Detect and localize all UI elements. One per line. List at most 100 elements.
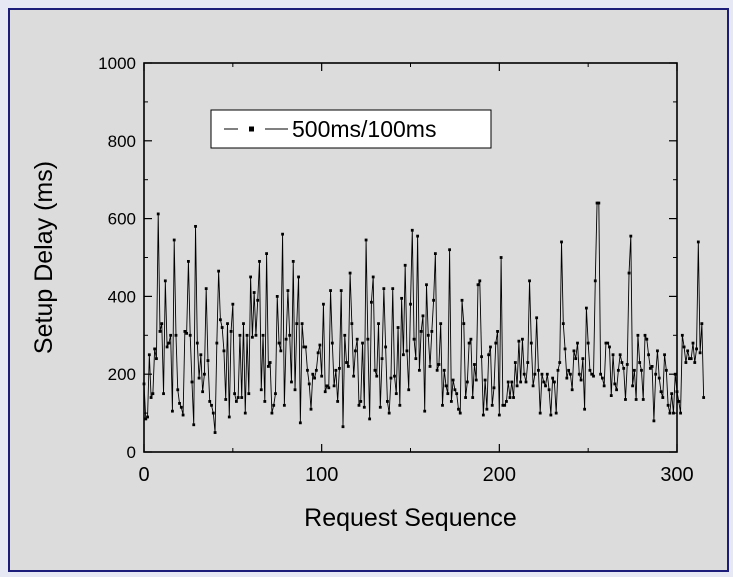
data-point	[146, 415, 149, 419]
data-point	[169, 333, 173, 337]
data-point	[268, 361, 272, 364]
data-point	[462, 322, 466, 326]
data-point	[693, 361, 697, 364]
data-point	[203, 372, 206, 376]
data-point	[528, 279, 531, 283]
data-point	[574, 357, 578, 361]
data-point	[361, 341, 364, 345]
data-point	[181, 413, 185, 417]
data-point	[428, 365, 432, 368]
data-point	[625, 363, 629, 366]
data-point	[396, 326, 400, 329]
data-point	[416, 234, 420, 238]
data-point	[238, 333, 242, 337]
data-point	[599, 372, 603, 376]
data-point	[449, 400, 453, 403]
data-point	[522, 372, 526, 376]
data-point	[489, 345, 492, 349]
data-point	[670, 392, 674, 396]
data-point	[407, 388, 411, 392]
data-point	[151, 392, 155, 396]
data-point	[364, 238, 368, 242]
data-point	[510, 380, 514, 384]
data-point	[183, 330, 187, 333]
data-point	[380, 357, 384, 361]
data-point	[293, 388, 297, 392]
chart-frame: 0 200 400 600 800 1000 0 100 200 300 Request Seque…	[8, 8, 729, 572]
legend-marker	[249, 126, 254, 132]
data-point	[675, 390, 679, 394]
data-point	[586, 341, 590, 345]
data-point	[252, 291, 256, 294]
data-point	[190, 380, 194, 384]
legend-label: 500ms/100ms	[292, 116, 436, 142]
series-line	[143, 202, 705, 433]
data-point	[583, 407, 587, 411]
data-point	[426, 333, 430, 337]
data-point	[282, 403, 286, 407]
data-point	[503, 403, 507, 407]
data-point	[266, 365, 270, 368]
data-point	[593, 279, 597, 283]
data-point	[579, 378, 583, 382]
data-point	[300, 322, 304, 326]
data-point	[284, 337, 288, 341]
data-point	[322, 302, 325, 306]
data-point	[608, 345, 611, 349]
data-point	[572, 349, 576, 353]
data-point	[483, 378, 487, 382]
data-point	[632, 368, 636, 372]
data-point	[680, 333, 684, 337]
data-point	[378, 405, 382, 409]
data-point	[442, 368, 446, 372]
data-point	[179, 405, 183, 409]
data-point	[609, 394, 613, 397]
data-point	[684, 361, 688, 364]
data-point	[584, 306, 588, 310]
data-point	[577, 372, 581, 376]
data-point	[274, 392, 277, 396]
data-point	[229, 330, 233, 333]
data-point	[549, 413, 553, 417]
data-point	[171, 409, 174, 413]
data-point	[473, 363, 476, 366]
data-point	[156, 212, 160, 216]
data-point	[400, 296, 404, 300]
data-point	[487, 353, 491, 357]
data-point	[149, 396, 153, 399]
data-point	[409, 302, 412, 306]
data-point	[698, 351, 702, 355]
data-point	[336, 400, 340, 403]
data-point	[314, 368, 318, 372]
data-point	[279, 349, 283, 353]
data-point	[673, 372, 677, 376]
data-point	[455, 392, 459, 396]
data-point	[430, 330, 434, 333]
data-point	[624, 398, 627, 401]
data-point	[403, 263, 407, 267]
data-point	[247, 392, 251, 396]
data-point	[435, 368, 439, 372]
data-point	[595, 201, 599, 205]
data-point	[529, 341, 533, 345]
data-point	[668, 411, 672, 415]
data-point	[563, 347, 567, 351]
data-point	[492, 386, 496, 390]
data-point	[309, 407, 313, 411]
data-point	[645, 337, 649, 341]
data-point	[332, 384, 336, 388]
data-point	[508, 396, 512, 399]
data-point	[227, 415, 231, 419]
data-point	[375, 374, 379, 378]
data-point	[695, 347, 698, 351]
data-point	[641, 398, 645, 401]
data-point	[377, 322, 380, 326]
data-point	[155, 357, 158, 361]
data-point	[533, 372, 537, 376]
data-point	[451, 378, 455, 382]
data-point	[275, 295, 279, 298]
data-point	[505, 400, 508, 403]
data-point	[602, 384, 606, 388]
legend: 500ms/100ms	[210, 109, 492, 149]
data-point	[441, 403, 444, 407]
